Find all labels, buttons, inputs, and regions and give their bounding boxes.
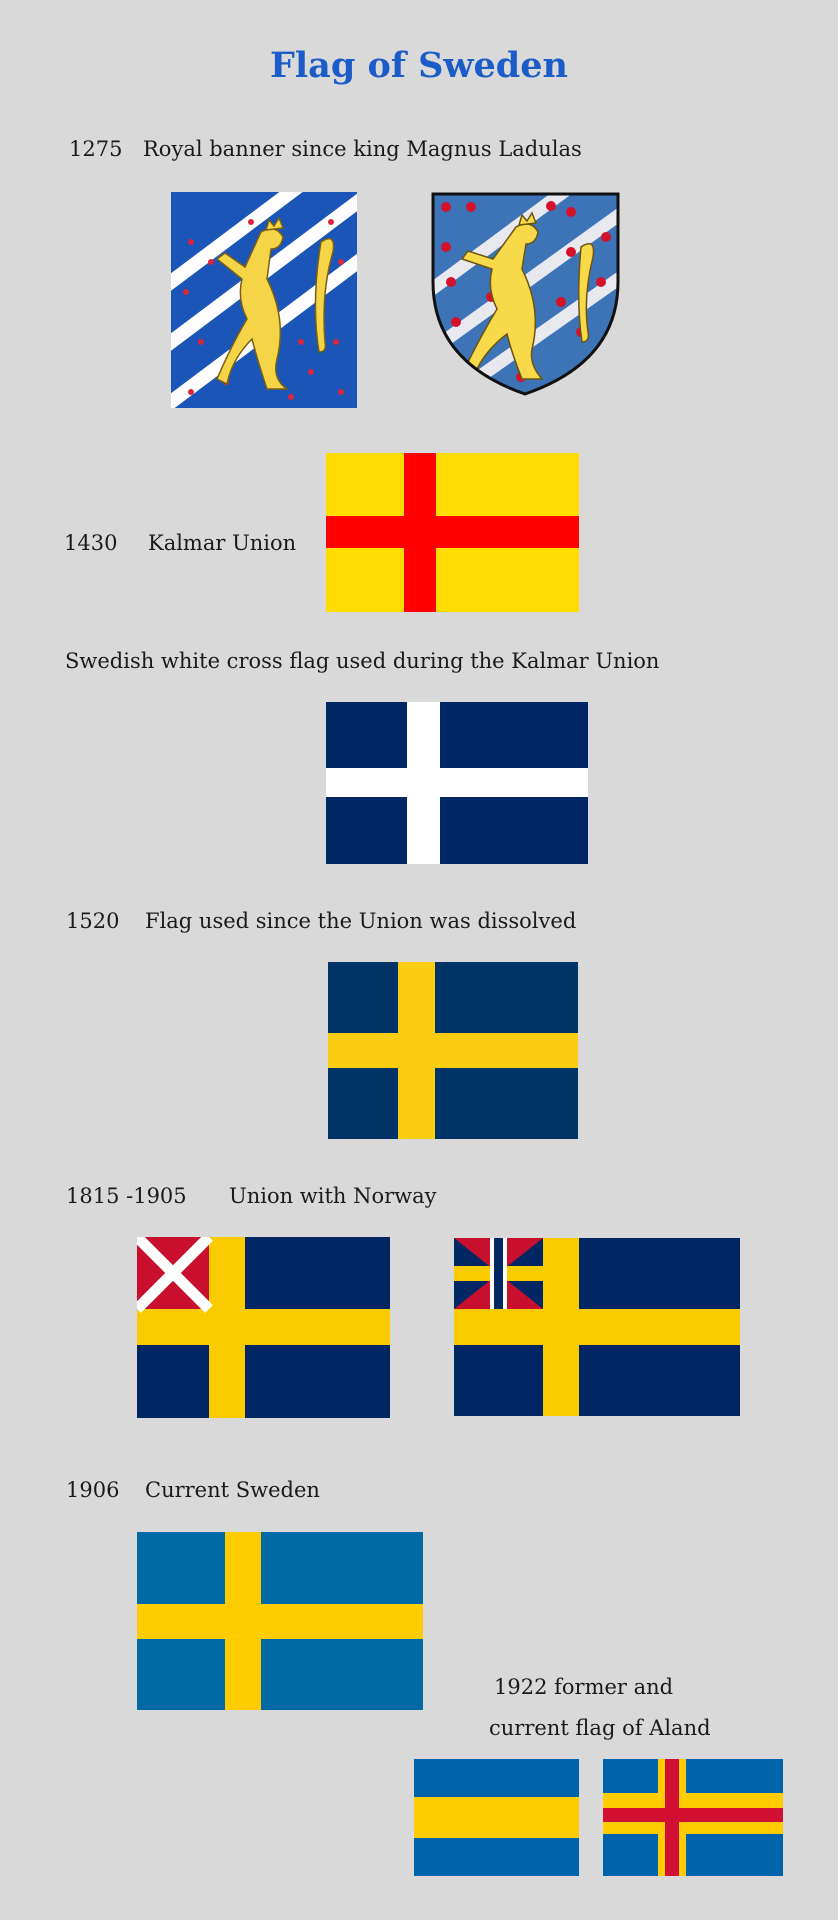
kalmar-union-flag xyxy=(326,453,579,612)
page-title: Flag of Sweden xyxy=(270,45,568,86)
white-cross-flag xyxy=(326,702,588,864)
year-1275: 1275 xyxy=(69,137,123,161)
caption-1520: Flag used since the Union was dissolved xyxy=(145,909,577,933)
year-1520: 1520 xyxy=(66,909,120,933)
union-mark xyxy=(454,1238,543,1309)
aland-current-flag xyxy=(603,1759,783,1876)
year-1906: 1906 xyxy=(66,1478,120,1502)
caption-white-cross: Swedish white cross flag used during the… xyxy=(65,649,660,673)
aland-former-flag xyxy=(414,1759,579,1876)
year-1430: 1430 xyxy=(64,531,118,555)
flag-1906 xyxy=(137,1532,423,1710)
caption-aland-line1: 1922 former and xyxy=(494,1675,674,1699)
royal-shield-image xyxy=(431,192,620,396)
lion-icon xyxy=(215,216,335,390)
union-flag-1844 xyxy=(454,1238,740,1416)
caption-kalmar-union: Kalmar Union xyxy=(148,531,297,555)
lion-icon xyxy=(460,211,595,380)
caption-aland-line2: current flag of Aland xyxy=(489,1716,711,1740)
caption-union-norway: Union with Norway xyxy=(229,1184,437,1208)
year-1815-1905: 1815 -1905 xyxy=(66,1184,187,1208)
flag-1520 xyxy=(328,962,578,1139)
royal-banner-image xyxy=(171,192,357,408)
union-flag-1815 xyxy=(137,1237,390,1418)
caption-royal-banner: Royal banner since king Magnus Ladulas xyxy=(143,137,582,161)
caption-current-sweden: Current Sweden xyxy=(145,1478,320,1502)
